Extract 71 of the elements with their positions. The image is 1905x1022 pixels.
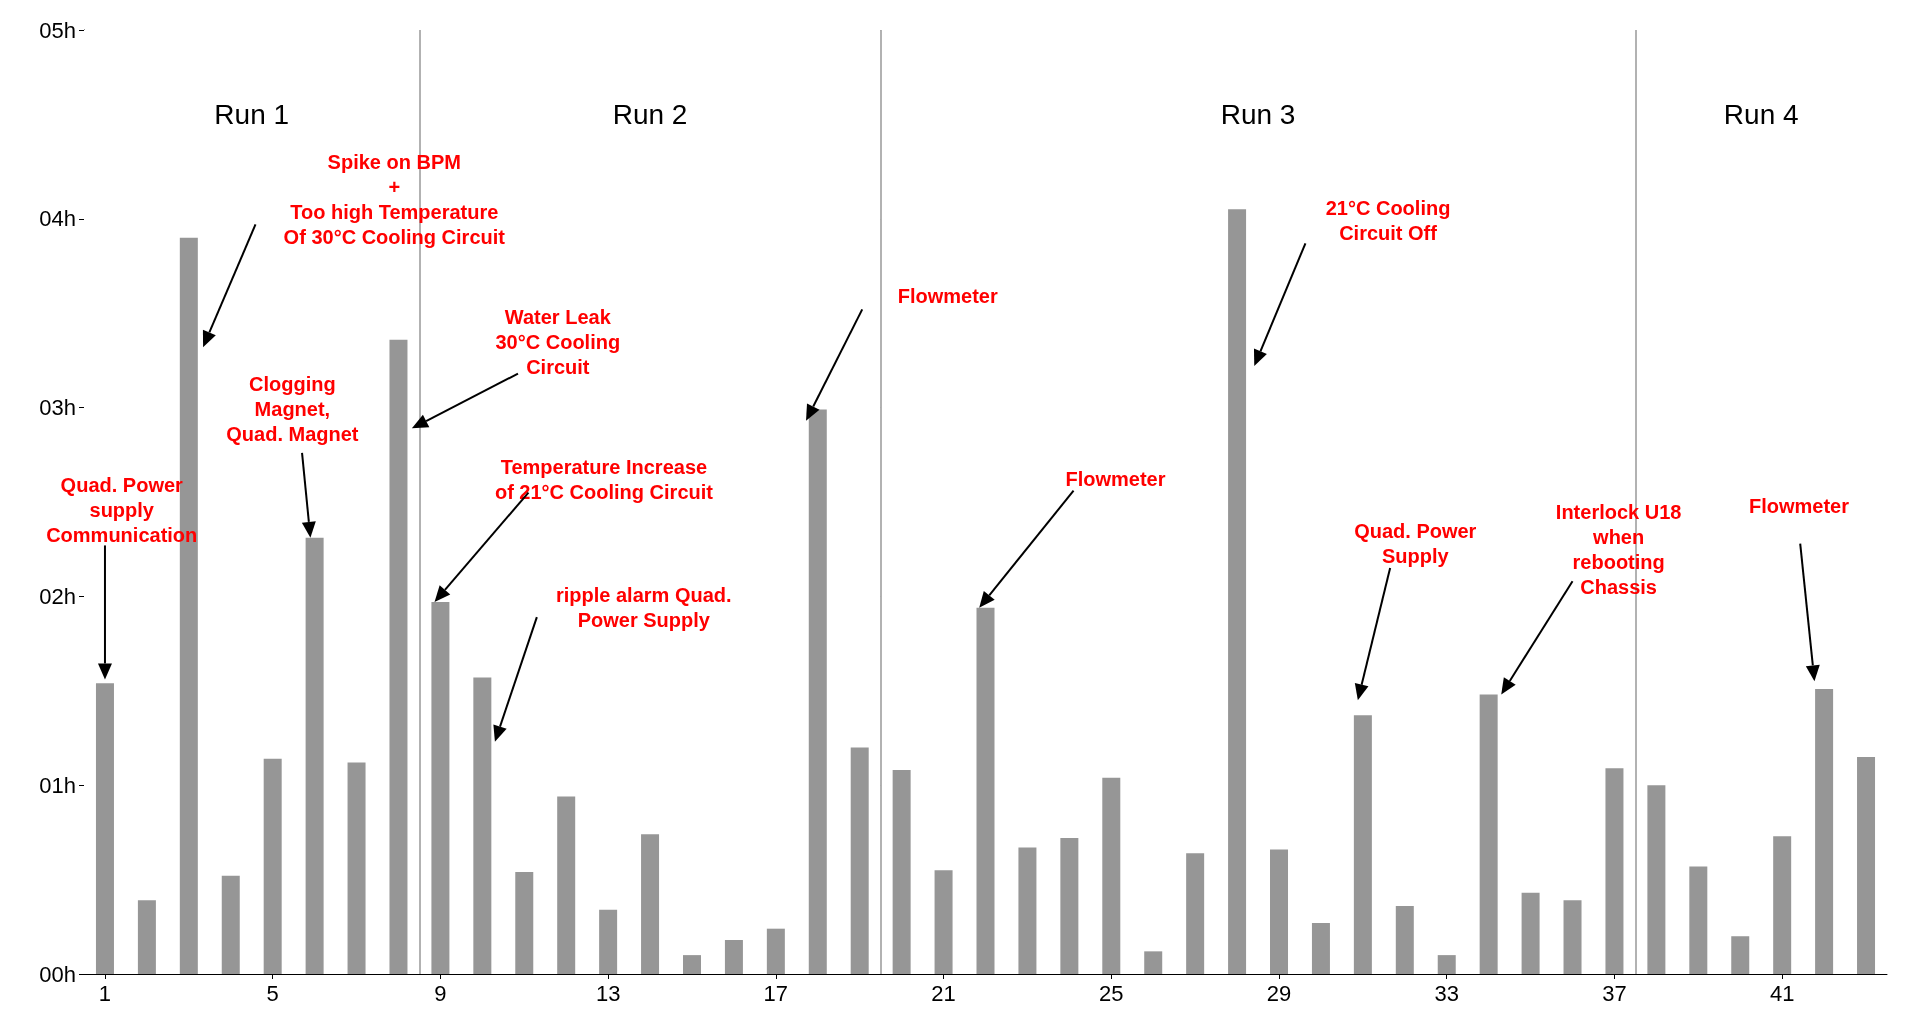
bar [850, 747, 869, 974]
bar [934, 870, 953, 974]
x-tick-label: 25 [1099, 980, 1124, 1006]
bar [1270, 849, 1289, 974]
y-tick-label: 00h [39, 961, 76, 987]
y-tick-label: 02h [39, 583, 76, 609]
bar [347, 762, 366, 974]
bar [221, 875, 240, 974]
x-tick-label: 37 [1602, 980, 1627, 1006]
bar [1311, 923, 1330, 974]
x-tick-label: 29 [1266, 980, 1292, 1006]
bar [1479, 694, 1498, 974]
bar [1689, 866, 1708, 974]
annotation: Spike on BPM + Too high Temperature Of 30°C Cooling Circuit [283, 151, 506, 249]
bar [1102, 777, 1121, 974]
x-tick-label: 9 [434, 980, 447, 1006]
y-tick-label: 03h [39, 395, 76, 421]
x-tick-label: 1 [98, 980, 112, 1006]
bar [1228, 209, 1247, 974]
annotation: ripple alarm Quad. Power Supply [555, 584, 732, 632]
y-tick-label: 05h [39, 17, 76, 43]
bar [473, 677, 492, 974]
x-tick-label: 5 [266, 980, 279, 1006]
bar [599, 909, 618, 974]
bar [1815, 688, 1834, 974]
band-label: Run 2 [612, 98, 688, 130]
annotation: Flowmeter [1748, 494, 1850, 517]
annotation: Flowmeter [1065, 468, 1166, 491]
annotation: Quad. Power Supply [1354, 520, 1477, 568]
y-tick-label: 01h [39, 772, 76, 798]
x-tick-label: 33 [1434, 980, 1459, 1006]
x-tick-label: 13 [595, 980, 621, 1006]
bar [95, 683, 114, 974]
x-tick-label: 17 [763, 980, 789, 1006]
bar [389, 339, 408, 974]
bar [1731, 936, 1750, 974]
bar [1353, 715, 1372, 974]
bar [724, 940, 743, 974]
annotation: Interlock U18 when rebooting Chassis [1555, 500, 1682, 598]
y-tick-label: 04h [39, 206, 76, 232]
band-label: Run 4 [1723, 98, 1799, 130]
bar [641, 834, 660, 974]
annotation: Clogging Magnet, Quad. Magnet [226, 373, 359, 446]
bar [1647, 785, 1666, 974]
annotation: 21°C Cooling Circuit Off [1325, 197, 1451, 245]
bar [892, 770, 911, 974]
bar [515, 872, 534, 974]
bar [1144, 951, 1163, 974]
bar [1857, 756, 1876, 974]
bar [137, 900, 156, 974]
annotation: Quad. Power supply Communication [46, 473, 198, 546]
band-label: Run 3 [1220, 98, 1296, 130]
bar [1563, 900, 1582, 974]
band-label: Run 1 [214, 98, 290, 130]
x-tick-label: 21 [931, 980, 956, 1006]
bar [1773, 836, 1792, 974]
bar [1018, 847, 1037, 974]
bar [682, 955, 701, 974]
annotation: Flowmeter [897, 285, 998, 308]
bar [1395, 906, 1414, 974]
bar [1437, 955, 1456, 974]
bar [557, 796, 576, 974]
bar [1060, 838, 1079, 974]
bar [1605, 768, 1624, 974]
bar [1521, 892, 1540, 974]
annotation: Temperature Increase of 21°C Cooling Circuit [494, 455, 714, 503]
bar [766, 928, 785, 974]
x-tick-label: 41 [1769, 980, 1795, 1006]
bar [263, 758, 282, 974]
annotation: Water Leak 30°C Cooling Circuit [495, 305, 621, 378]
bar [1186, 853, 1205, 974]
